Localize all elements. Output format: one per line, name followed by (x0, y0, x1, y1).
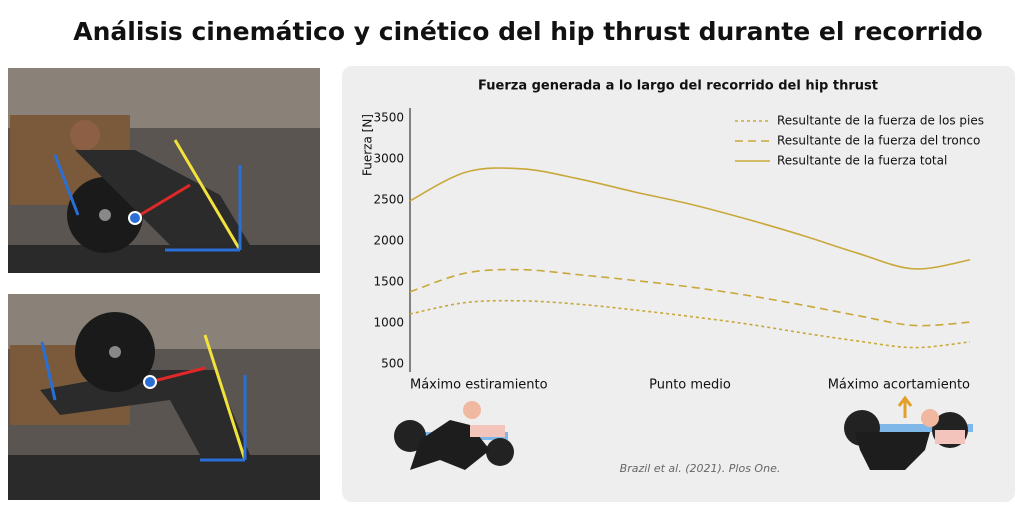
series-line (409, 299, 971, 349)
y-tick-label: 1000 (373, 316, 404, 330)
legend-label: Resultante de la fuerza total (777, 154, 947, 168)
chart-panel (342, 66, 1015, 502)
y-tick-label: 1500 (373, 275, 404, 289)
y-tick-label: 2500 (373, 193, 404, 207)
chart-title: Fuerza generada a lo largo del recorrido… (478, 79, 878, 94)
series-line (409, 167, 971, 270)
x-tick-label: Máximo acortamiento (828, 378, 970, 393)
x-tick-label: Máximo estiramiento (410, 378, 548, 393)
y-axis-label: Fuerza [N] (361, 114, 375, 176)
x-tick-label: Punto medio (649, 378, 731, 393)
y-tick-label: 3000 (373, 152, 404, 166)
illustration-end (844, 395, 973, 470)
photo-bottom (8, 294, 320, 500)
photo-top (8, 68, 320, 273)
y-tick-label: 2000 (373, 234, 404, 248)
y-tick-label: 500 (381, 357, 404, 371)
page-title: Análisis cinemático y cinético del hip t… (73, 17, 982, 46)
source: Brazil et al. (2021). Plos One. (620, 462, 781, 475)
illustration-start (394, 401, 514, 470)
series-line (409, 268, 971, 327)
legend-label: Resultante de la fuerza del tronco (777, 134, 980, 148)
legend-label: Resultante de la fuerza de los pies (777, 114, 984, 128)
y-tick-label: 3500 (373, 111, 404, 125)
